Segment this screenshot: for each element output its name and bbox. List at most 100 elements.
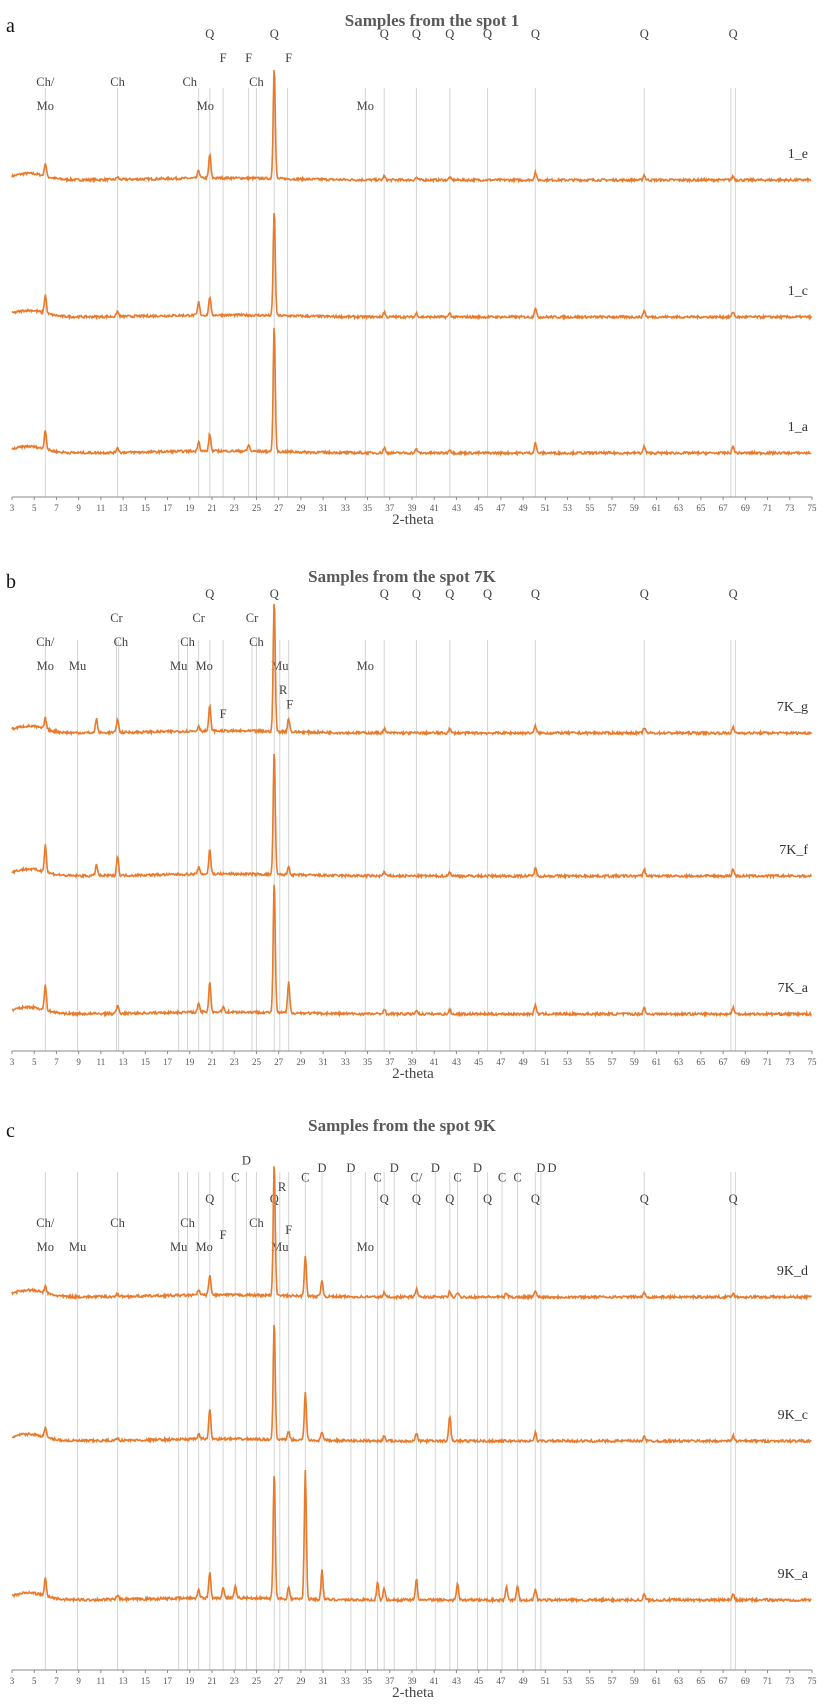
x-tick-label: 27 <box>274 1676 284 1686</box>
traces: 9K_d 9K_c 9K_a <box>11 1166 812 1605</box>
x-tick-label: 15 <box>141 1676 151 1686</box>
x-tick-label: 27 <box>274 503 284 513</box>
mineral-label: Q <box>729 27 738 41</box>
mineral-label: F <box>285 51 292 65</box>
mineral-label: Mu <box>170 659 188 673</box>
x-axis-label-b: 2-theta <box>392 1066 434 1082</box>
mineral-label: Mu <box>69 1240 87 1254</box>
mineral-label: D <box>473 1161 482 1175</box>
x-tick-label: 13 <box>119 503 129 513</box>
series-label: 1_a <box>788 420 809 435</box>
x-tick-label: 11 <box>97 1676 106 1686</box>
mineral-label: Ch <box>249 75 264 89</box>
x-tick-label: 31 <box>319 1676 328 1686</box>
x-tick-label: 43 <box>452 1676 462 1686</box>
x-tick-label: 31 <box>319 503 328 513</box>
x-tick-label: 67 <box>719 1057 729 1067</box>
mineral-label: Mo <box>357 99 374 113</box>
series-label: 9K_c <box>778 1408 808 1423</box>
x-tick-label: 19 <box>185 1676 195 1686</box>
x-tick-label: 19 <box>185 503 195 513</box>
mineral-label: Q <box>531 587 540 601</box>
mineral-label: Q <box>270 587 279 601</box>
x-tick-label: 25 <box>252 1676 262 1686</box>
x-tick-label: 63 <box>674 1676 684 1686</box>
mineral-label: Q <box>380 27 389 41</box>
series-label: 9K_d <box>777 1264 808 1279</box>
mineral-label: C <box>513 1170 521 1184</box>
mineral-label: Q <box>483 27 492 41</box>
x-tick-label: 45 <box>474 503 484 513</box>
x-tick-label: 37 <box>385 503 395 513</box>
mineral-label: D <box>547 1161 556 1175</box>
x-tick-label: 75 <box>808 1676 818 1686</box>
mineral-label: Q <box>380 1192 389 1206</box>
x-tick-label: 67 <box>719 503 729 513</box>
x-tick-label: 7 <box>54 1676 59 1686</box>
mineral-label: D <box>346 1161 355 1175</box>
x-tick-label: 39 <box>408 503 418 513</box>
mineral-label: Q <box>729 1192 738 1206</box>
series-trace-7K_a <box>11 884 813 1018</box>
x-tick-label: 33 <box>341 503 351 513</box>
mineral-label: Mu <box>271 1240 289 1254</box>
x-tick-label: 67 <box>719 1676 729 1686</box>
series-trace-1_e <box>11 70 812 184</box>
mineral-label: Q <box>270 27 279 41</box>
x-tick-label: 35 <box>363 1676 373 1686</box>
x-axis: 3 5 7 9 11 13 15 17 19 21 23 25 27 29 31 33 35 37 39 41 43 45… <box>10 1669 818 1686</box>
x-tick-label: 5 <box>32 1676 37 1686</box>
x-tick-label: 65 <box>696 503 706 513</box>
mineral-label: Q <box>640 1192 649 1206</box>
x-tick-label: 61 <box>652 1676 661 1686</box>
x-tick-label: 51 <box>541 1676 550 1686</box>
reference-lines <box>44 640 736 1051</box>
mineral-label: Mo <box>357 1240 374 1254</box>
mineral-label: Mo <box>196 1240 213 1254</box>
panel-letter-a: a <box>6 15 15 37</box>
mineral-label: Q <box>445 587 454 601</box>
mineral-label: F <box>245 51 252 65</box>
reference-lines <box>44 88 736 497</box>
mineral-label: F <box>220 51 227 65</box>
mineral-label: Cr <box>110 611 123 625</box>
reference-lines <box>44 1172 736 1670</box>
mineral-label: Ch/ <box>36 75 55 89</box>
mineral-label: Ch <box>114 635 129 649</box>
x-tick-label: 63 <box>674 503 684 513</box>
mineral-label: Q <box>445 27 454 41</box>
mineral-label: D <box>431 1161 440 1175</box>
mineral-label: Ch <box>180 1216 195 1230</box>
mineral-label: F <box>220 1228 227 1242</box>
x-tick-label: 57 <box>608 503 618 513</box>
panel-title-a: Samples from the spot 1 <box>345 11 519 30</box>
mineral-label: Mo <box>197 99 214 113</box>
x-tick-label: 61 <box>652 1057 661 1067</box>
mineral-label: Mo <box>37 659 54 673</box>
series-trace-9K_a <box>11 1469 812 1605</box>
series-label: 7K_a <box>778 981 809 996</box>
x-tick-label: 33 <box>341 1676 351 1686</box>
x-tick-label: 3 <box>10 503 15 513</box>
mineral-label: D <box>317 1161 326 1175</box>
x-tick-label: 33 <box>341 1057 351 1067</box>
mineral-label: F <box>285 1223 292 1237</box>
mineral-label: Ch <box>110 1216 125 1230</box>
x-tick-label: 59 <box>630 503 640 513</box>
mineral-label: D <box>242 1154 251 1168</box>
mineral-label: Q <box>380 587 389 601</box>
mineral-label: Cr <box>192 611 205 625</box>
mineral-label: Mu <box>69 659 87 673</box>
x-tick-label: 69 <box>741 503 751 513</box>
x-tick-label: 69 <box>741 1676 751 1686</box>
mineral-label: Ch <box>182 75 197 89</box>
mineral-label: C/ <box>411 1170 423 1184</box>
x-tick-label: 47 <box>496 1676 506 1686</box>
x-tick-label: 9 <box>76 503 81 513</box>
x-tick-label: 59 <box>630 1676 640 1686</box>
x-tick-label: 11 <box>97 503 106 513</box>
series-trace-9K_c <box>11 1324 812 1445</box>
x-tick-label: 55 <box>585 1676 595 1686</box>
mineral-label: Q <box>412 27 421 41</box>
